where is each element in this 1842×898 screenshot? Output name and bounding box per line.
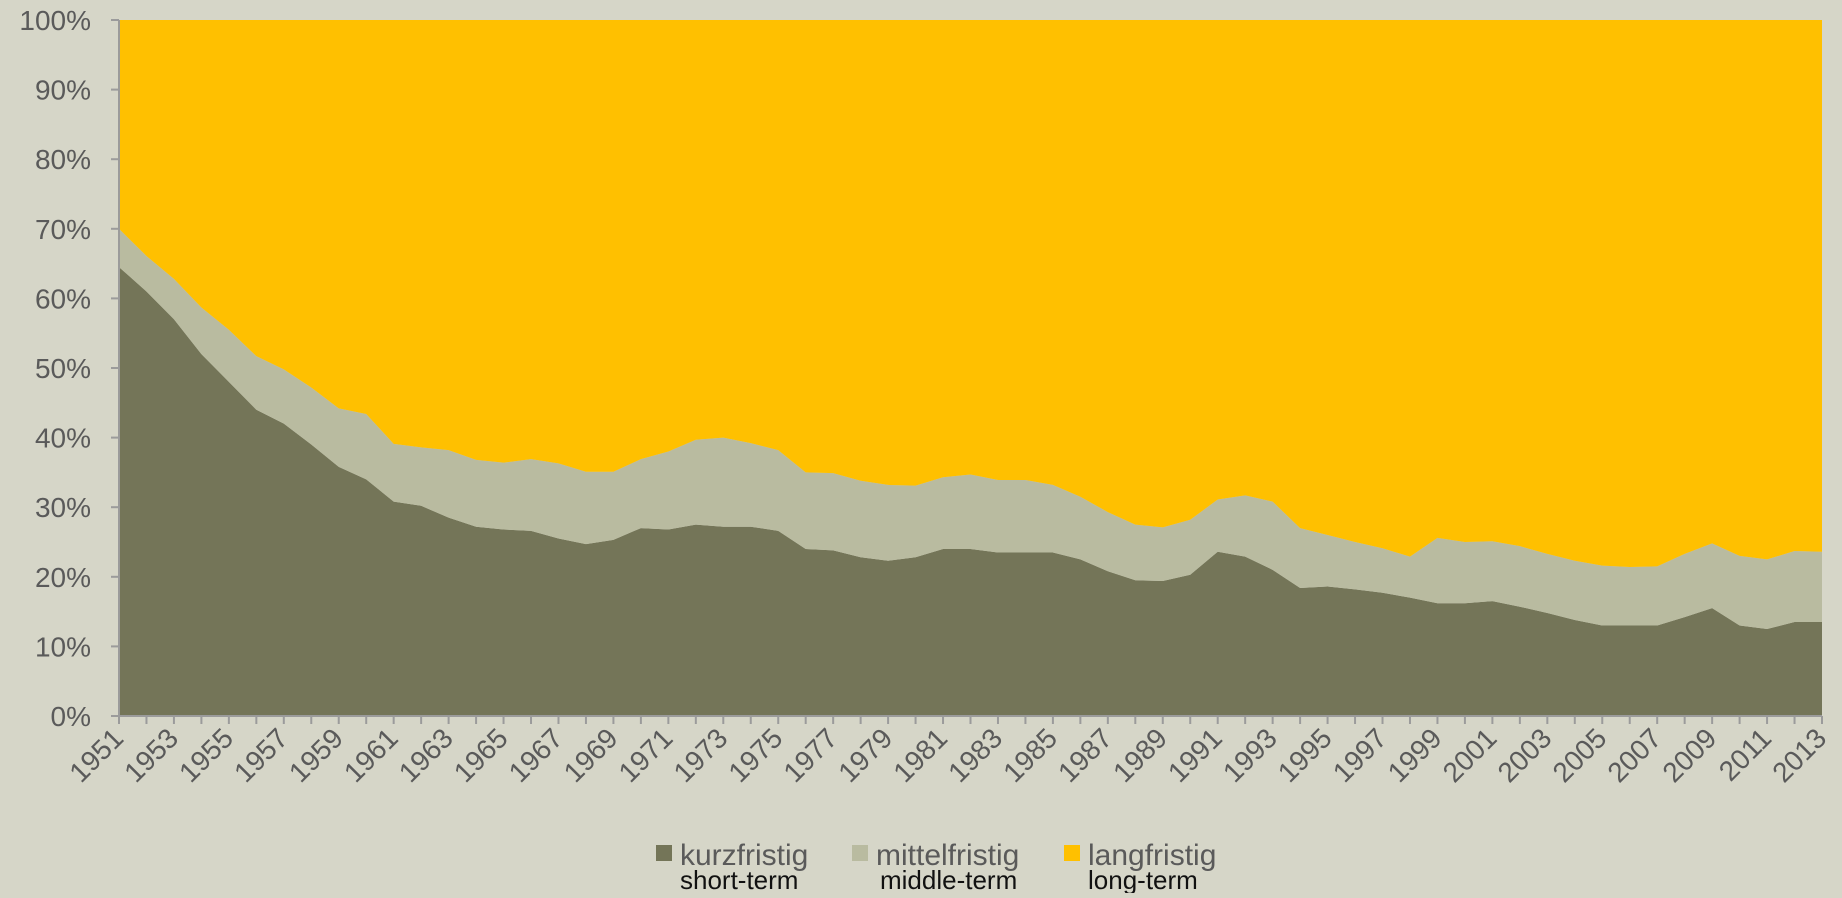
legend-label-mittelfristig: mittelfristig <box>876 839 1019 872</box>
x-tick-label: 2003 <box>1492 722 1558 788</box>
legend-label-kurzfristig: kurzfristig <box>680 839 808 872</box>
x-tick-label: 1971 <box>613 722 679 788</box>
x-tick-label: 1977 <box>777 722 843 788</box>
x-tick-label: 2001 <box>1437 722 1503 788</box>
y-tick-label: 10% <box>35 631 91 662</box>
area-kurzfristig <box>119 267 1822 716</box>
legend-sublabel-short-term: short-term <box>680 865 798 893</box>
y-tick-label: 60% <box>35 283 91 314</box>
x-tick-label: 1975 <box>722 722 788 788</box>
x-tick-label: 1967 <box>503 722 569 788</box>
area-series-group <box>119 20 1822 716</box>
x-tick-label: 1959 <box>283 722 349 788</box>
x-tick-label: 1965 <box>448 722 514 788</box>
legend-swatch-langfristig <box>1064 845 1080 861</box>
x-tick-label: 2013 <box>1766 722 1832 788</box>
x-tick-label: 2005 <box>1547 722 1613 788</box>
legend-swatch-kurzfristig <box>656 845 672 861</box>
area-mittelfristig <box>119 228 1822 630</box>
y-tick-label: 20% <box>35 562 91 593</box>
legend-sublabel-long-term: long-term <box>1088 865 1198 893</box>
x-tick-label: 1969 <box>558 722 624 788</box>
y-tick-label: 100% <box>19 5 91 36</box>
x-tick-label: 1997 <box>1327 722 1393 788</box>
y-tick-label: 40% <box>35 423 91 454</box>
x-axis-ticks: 1951195319551957195919611963196519671969… <box>63 716 1832 788</box>
y-tick-label: 90% <box>35 75 91 106</box>
x-tick-label: 1955 <box>173 722 239 788</box>
legend-sublabel-middle-term: middle-term <box>880 865 1017 893</box>
x-tick-label: 1987 <box>1052 722 1118 788</box>
x-tick-label: 1963 <box>393 722 459 788</box>
x-tick-label: 1953 <box>118 722 184 788</box>
y-tick-label: 70% <box>35 214 91 245</box>
x-tick-label: 1979 <box>832 722 898 788</box>
x-tick-label: 1957 <box>228 722 294 788</box>
x-tick-label: 1985 <box>997 722 1063 788</box>
x-tick-label: 1961 <box>338 722 404 788</box>
legend: kurzfristig short-term mittelfristig mid… <box>656 839 1216 895</box>
x-tick-label: 1999 <box>1382 722 1448 788</box>
x-tick-label: 1993 <box>1217 722 1283 788</box>
area-langfristig <box>119 20 1822 568</box>
y-tick-label: 80% <box>35 144 91 175</box>
x-tick-label: 1983 <box>942 722 1008 788</box>
x-tick-label: 1951 <box>63 722 129 788</box>
x-tick-label: 2011 <box>1713 722 1778 787</box>
x-tick-label: 1989 <box>1107 722 1173 788</box>
x-tick-label: 2009 <box>1656 722 1722 788</box>
x-tick-label: 1973 <box>668 722 734 788</box>
x-tick-label: 1981 <box>887 722 953 788</box>
legend-label-langfristig: langfristig <box>1088 839 1216 872</box>
x-tick-label: 1991 <box>1162 722 1228 788</box>
legend-swatch-mittelfristig <box>852 845 868 861</box>
y-axis-ticks: 0% 10% 20% 30% 40% 50% 60% 70% 80% 90% 100% <box>19 5 119 732</box>
x-tick-label: 1995 <box>1272 722 1338 788</box>
y-tick-label: 0% <box>51 701 91 732</box>
y-tick-label: 50% <box>35 353 91 384</box>
x-tick-label: 2007 <box>1601 722 1667 788</box>
y-tick-label: 30% <box>35 492 91 523</box>
